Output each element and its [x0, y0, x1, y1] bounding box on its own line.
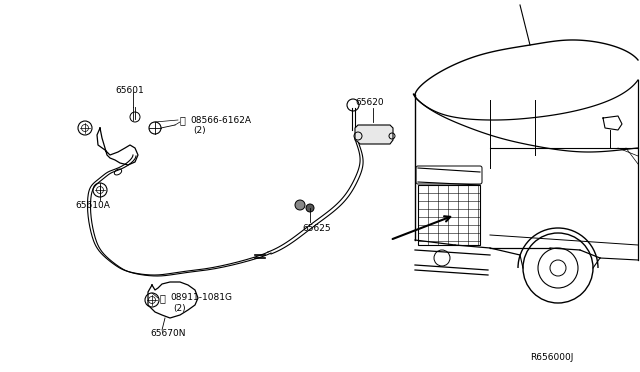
Text: 65601: 65601 [115, 86, 144, 94]
Text: 65620: 65620 [355, 97, 383, 106]
Circle shape [306, 204, 314, 212]
Circle shape [295, 200, 305, 210]
Text: 08911-1081G: 08911-1081G [170, 294, 232, 302]
Polygon shape [355, 125, 393, 144]
Text: 08566-6162A: 08566-6162A [190, 115, 251, 125]
Text: (2): (2) [173, 304, 186, 312]
Text: Ⓢ: Ⓢ [180, 115, 186, 125]
Text: R656000J: R656000J [530, 353, 573, 362]
Text: 65670N: 65670N [150, 330, 186, 339]
Text: (2): (2) [193, 125, 205, 135]
Text: 65610A: 65610A [75, 201, 110, 209]
Text: Ⓝ: Ⓝ [160, 293, 166, 303]
Text: 65625: 65625 [302, 224, 331, 232]
Bar [418, 185, 480, 245]
